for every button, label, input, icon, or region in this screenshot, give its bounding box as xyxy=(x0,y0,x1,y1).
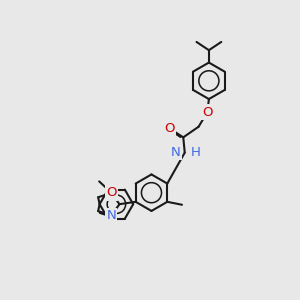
Text: O: O xyxy=(106,187,117,200)
Text: N: N xyxy=(106,209,116,222)
Text: O: O xyxy=(202,106,213,118)
Text: O: O xyxy=(164,122,175,135)
Text: N: N xyxy=(171,146,181,159)
Text: H: H xyxy=(191,146,201,159)
